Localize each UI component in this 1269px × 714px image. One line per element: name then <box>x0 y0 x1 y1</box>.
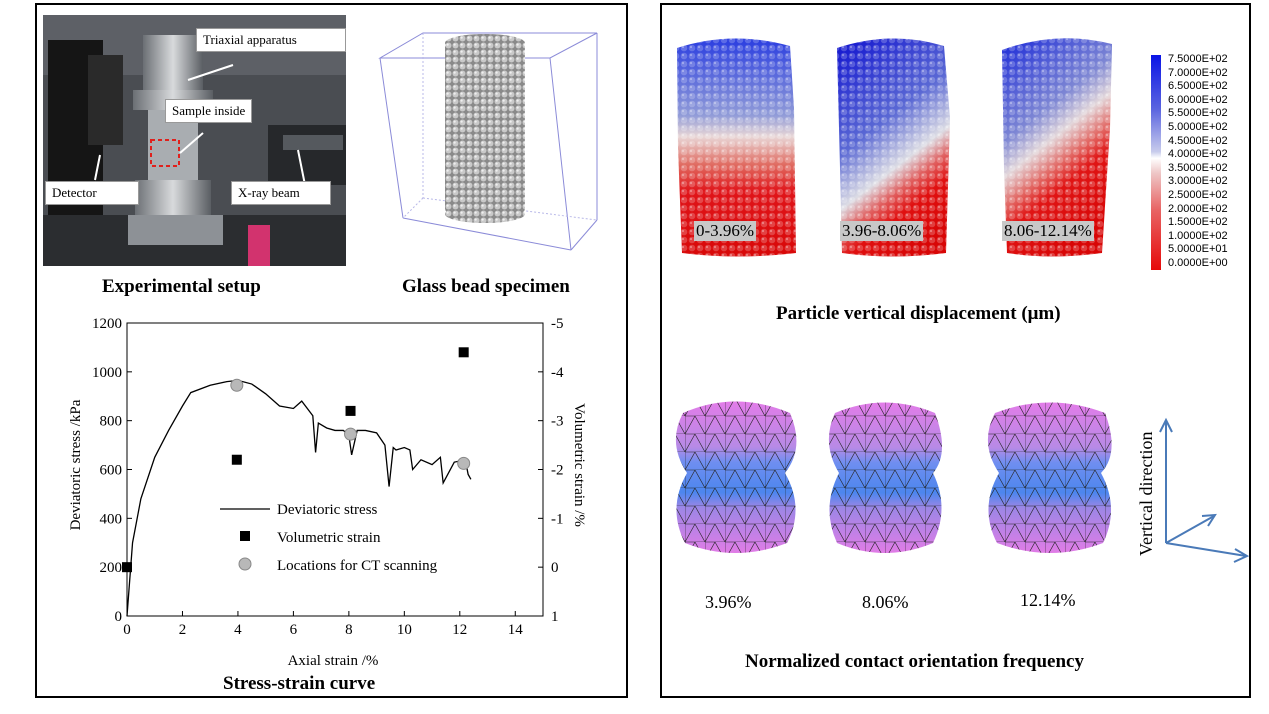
callout-sample-inside: Sample inside <box>165 99 253 123</box>
colorbar-label: 1.0000E+02 <box>1168 229 1228 242</box>
displacement-stage-2: 3.96-8.06% <box>840 221 924 241</box>
x-tick-label: 12 <box>452 622 467 638</box>
legend-label: Volumetric strain <box>277 530 381 546</box>
y2-tick-label: -4 <box>551 365 564 381</box>
legend-swatch-circle <box>238 557 252 571</box>
colorbar-label: 6.0000E+02 <box>1168 93 1228 106</box>
displacement-particle-columns <box>677 38 1112 257</box>
chart-legend: Deviatoric stress Volumetric strain Locati… <box>220 502 438 574</box>
x-tick-label: 10 <box>397 622 412 638</box>
chart-ticks: 0 2 4 6 8 10 12 1402004006008001000120010-1-2-3… <box>92 316 564 638</box>
displacement-stage-1: 0-3.96% <box>694 221 757 241</box>
y2-tick-label: 0 <box>551 560 559 576</box>
glass-bead-specimen-render <box>378 32 598 251</box>
right-panel <box>660 3 1251 698</box>
displacement-stage-3: 8.06-12.14% <box>1002 221 1094 241</box>
orientation-stage-3: 12.14% <box>1020 590 1076 610</box>
series-line-deviatoric-stress <box>126 379 472 617</box>
point-volumetric-strain <box>231 454 242 465</box>
rose-2 <box>828 402 943 553</box>
y-tick-label: 800 <box>100 414 123 430</box>
y2-axis-label: Volumetric strain /% <box>571 403 587 527</box>
colorbar-label: 4.0000E+02 <box>1168 148 1228 161</box>
point-ct-scanning <box>344 427 358 441</box>
caption-experimental-setup: Experimental setup <box>102 276 261 297</box>
x-tick-label: 0 <box>123 622 131 638</box>
x-tick-label: 14 <box>508 622 524 638</box>
legend-label: Deviatoric stress <box>277 502 378 518</box>
colorbar-label: 5.0000E+02 <box>1168 121 1228 133</box>
colorbar-label: 5.0000E+01 <box>1168 243 1228 256</box>
y-axis-label: Deviatoric stress /kPa <box>68 399 84 530</box>
direction-axes: Vertical direction <box>1136 417 1250 563</box>
colorbar-label: 2.0000E+02 <box>1168 202 1228 215</box>
rose-1 <box>675 401 797 553</box>
y2-tick-label: -5 <box>551 316 564 332</box>
x-tick-label: 4 <box>234 622 242 638</box>
colorbar-label: 3.5000E+02 <box>1168 161 1228 174</box>
vertical-direction-label: Vertical direction <box>1136 432 1156 556</box>
rose-3 <box>987 402 1112 553</box>
caption-glass-bead-specimen: Glass bead specimen <box>402 276 570 297</box>
y2-tick-label: -3 <box>551 414 564 430</box>
y2-tick-label: 1 <box>551 609 559 625</box>
point-volumetric-strain <box>345 405 356 416</box>
callout-detector: Detector <box>45 181 139 205</box>
y-tick-label: 600 <box>100 463 123 479</box>
colorbar-label: 0.0000E+00 <box>1168 257 1228 269</box>
point-volumetric-strain <box>122 562 132 573</box>
colorbar-label: 3.0000E+02 <box>1168 175 1228 188</box>
orientation-stage-2: 8.06% <box>862 592 909 612</box>
y-tick-label: 400 <box>100 511 123 527</box>
callout-x-ray-beam: X-ray beam <box>231 181 331 205</box>
y-tick-label: 1200 <box>92 316 122 332</box>
experimental-setup-photo: Triaxial apparatus Sample inside Detecto… <box>43 15 346 266</box>
colorbar-label: 7.5000E+02 <box>1168 53 1228 65</box>
apparatus-illustration <box>43 15 346 266</box>
x-axis-label: Axial strain /% <box>288 653 379 669</box>
stress-strain-chart: 0 2 4 6 8 10 12 1402004006008001000120010-1-2-3… <box>68 316 587 669</box>
colorbar-label: 6.5000E+02 <box>1168 80 1228 93</box>
caption-stress-strain-curve: Stress-strain curve <box>223 673 376 694</box>
point-ct-scanning <box>457 456 471 470</box>
y2-tick-label: -1 <box>551 511 564 527</box>
y-tick-label: 1000 <box>92 365 122 381</box>
displacement-colorbar <box>1151 55 1161 270</box>
colorbar-label: 4.5000E+02 <box>1168 134 1228 147</box>
point-ct-scanning <box>230 378 244 392</box>
caption-particle-vertical-displacement: Particle vertical displacement (μm) <box>776 303 1061 324</box>
colorbar-label: 7.0000E+02 <box>1168 66 1228 79</box>
caption-contact-orientation: Normalized contact orientation frequency <box>745 651 1084 672</box>
y-tick-label: 0 <box>115 609 123 625</box>
x-tick-label: 8 <box>345 622 353 638</box>
legend-label: Locations for CT scanning <box>277 558 438 574</box>
point-volumetric-strain <box>458 347 469 358</box>
callout-triaxial-apparatus: Triaxial apparatus <box>196 28 346 52</box>
x-tick-label: 2 <box>179 622 187 638</box>
colorbar-label: 5.5000E+02 <box>1168 107 1228 120</box>
left-panel <box>35 3 628 698</box>
chart-series <box>122 347 472 617</box>
y2-tick-label: -2 <box>551 463 564 479</box>
orientation-stage-1: 3.96% <box>705 592 752 612</box>
x-tick-label: 6 <box>290 622 298 638</box>
colorbar-label: 2.5000E+02 <box>1168 189 1228 201</box>
colorbar-label: 1.5000E+02 <box>1168 216 1228 229</box>
contact-orientation-roses <box>675 401 1112 553</box>
legend-swatch-square <box>240 531 250 541</box>
y-tick-label: 200 <box>100 560 123 576</box>
